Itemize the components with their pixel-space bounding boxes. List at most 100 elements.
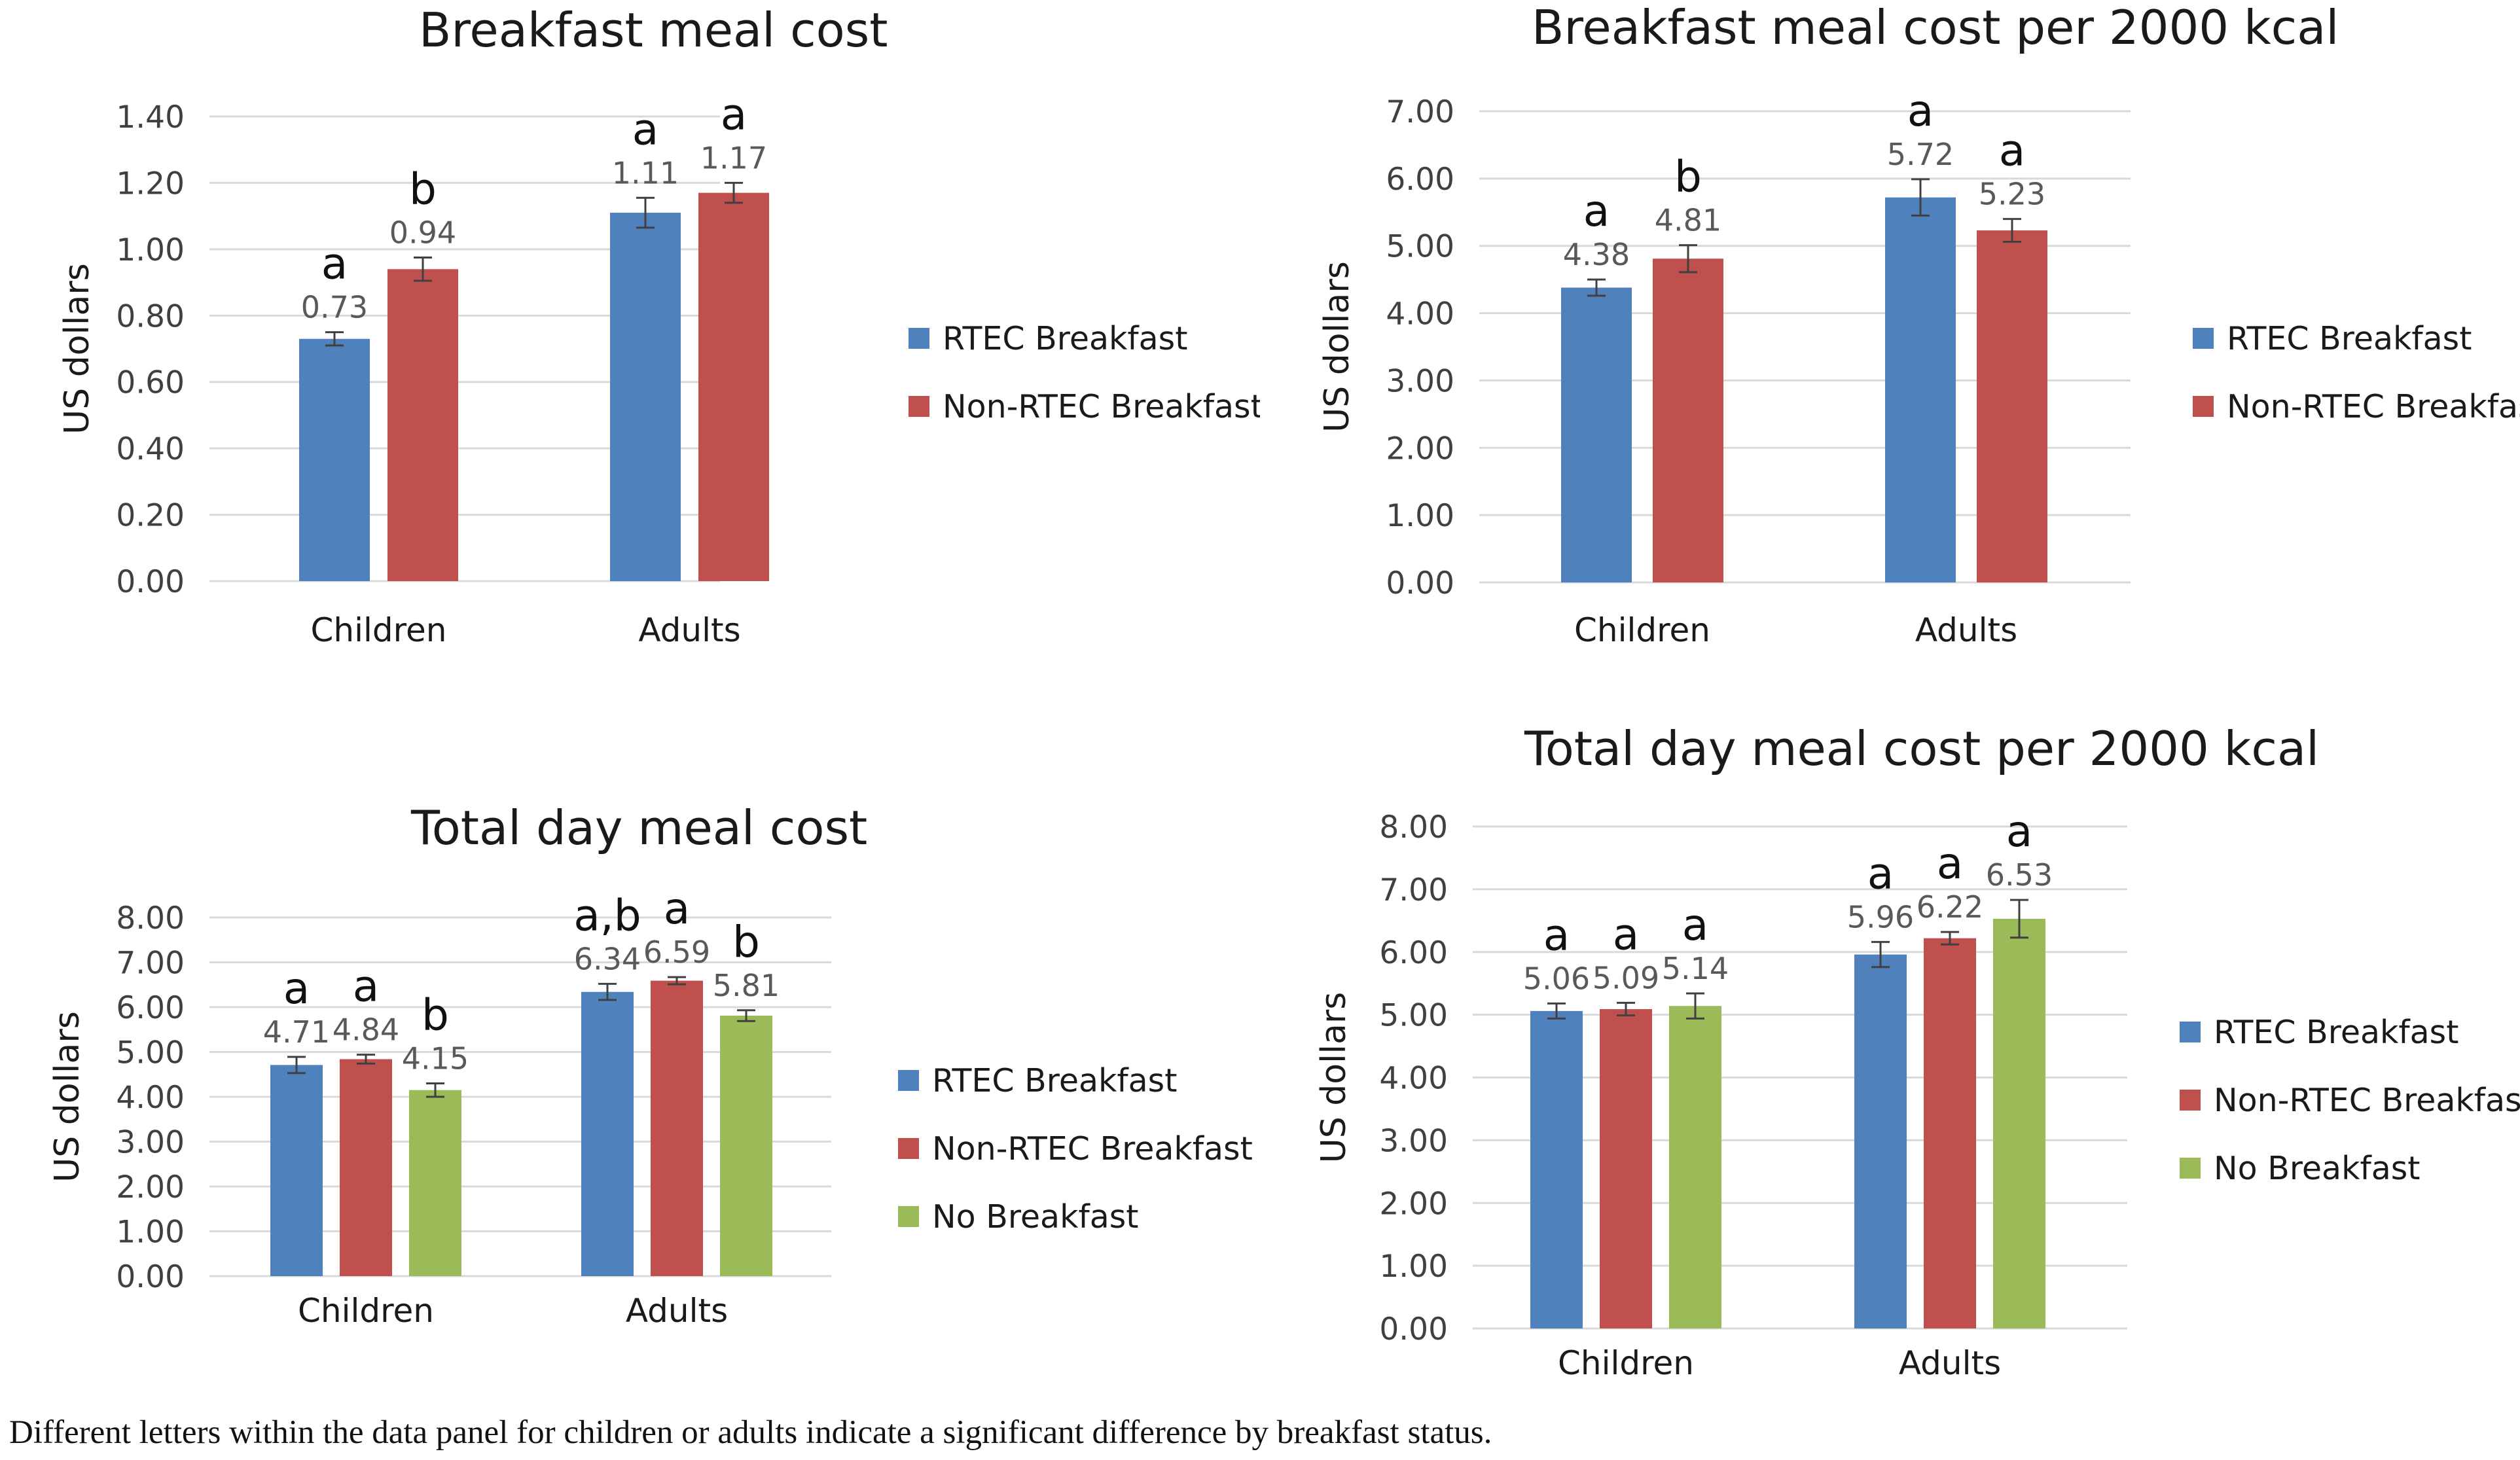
legend-label: No Breakfast: [932, 1198, 1138, 1236]
y-tick-label: 8.00: [116, 900, 185, 936]
chart-title: Total day meal cost per 2000 kcal: [1524, 721, 2320, 776]
legend-swatch-rtec-breakfast: [2193, 328, 2214, 349]
significance-letter: a: [283, 963, 310, 1014]
significance-letter: a: [1999, 126, 2025, 176]
significance-letter: a: [2006, 806, 2032, 857]
value-label: 4.81: [1655, 203, 1721, 238]
value-label: 5.14: [1662, 951, 1729, 986]
y-tick-label: 1.20: [116, 166, 185, 202]
legend-swatch-non-rtec-breakfast: [2193, 396, 2214, 417]
x-category-label: Adults: [1915, 611, 2017, 649]
y-tick-label: 1.40: [116, 99, 185, 135]
y-tick-label: 5.00: [1386, 229, 1454, 265]
y-tick-label: 2.00: [116, 1169, 185, 1205]
y-tick-label: 0.00: [116, 564, 185, 600]
y-tick-label: 0.00: [1379, 1311, 1448, 1347]
y-tick-label: 0.40: [116, 431, 185, 467]
legend-swatch-non-rtec-breakfast: [909, 396, 929, 417]
bar-non-rtec-breakfast-children: [1653, 258, 1723, 582]
bar-no-breakfast-children: [409, 1090, 461, 1276]
value-label: 4.15: [402, 1041, 469, 1076]
significance-letter: b: [1674, 152, 1702, 202]
chart-title: Total day meal cost: [411, 800, 868, 855]
bar-non-rtec-breakfast-children: [1600, 1008, 1652, 1328]
value-label: 5.23: [1979, 177, 2045, 212]
legend-swatch-no-breakfast: [2180, 1158, 2201, 1179]
significance-letter: a: [1907, 86, 1934, 136]
bar-non-rtec-breakfast-adults: [651, 980, 703, 1276]
value-label: 4.71: [263, 1014, 330, 1050]
y-axis-label: US dollars: [1314, 992, 1354, 1164]
value-label: 0.73: [301, 290, 368, 325]
y-tick-label: 6.00: [116, 990, 185, 1026]
value-label: 4.38: [1563, 237, 1630, 272]
chart-plot-total-day-meal-cost: 0.00 1.00 2.00 3.00 4.00 5.00 6.00 7.00 8.00 US d…: [48, 883, 1253, 1330]
legend-swatch-rtec-breakfast: [909, 328, 929, 349]
legend-label: RTEC Breakfast: [2227, 320, 2472, 357]
y-tick-label: 0.80: [116, 298, 185, 334]
y-tick-label: 0.00: [1386, 565, 1454, 601]
y-tick-label: 2.00: [1386, 431, 1454, 467]
bar-non-rtec-breakfast-adults: [1924, 938, 1976, 1328]
y-tick-label: 4.00: [116, 1080, 185, 1116]
significance-letter: a: [1682, 900, 1708, 950]
significance-letter: a: [1583, 186, 1610, 236]
chart-plot-breakfast-meal-cost: 0.00 0.20 0.40 0.60 0.80 1.00 1.20 1.40 US dolla…: [58, 89, 1260, 649]
value-label: 6.53: [1986, 857, 2053, 893]
y-tick-label: 6.00: [1386, 162, 1454, 198]
chart-breakfast-meal-cost-per-2000-kcal: Breakfast meal cost per 2000 kcal 0.00 1.…: [1260, 0, 2520, 707]
x-category-label: Adults: [1899, 1344, 2001, 1382]
legend-label: Non-RTEC Breakfast: [943, 388, 1260, 425]
y-tick-label: 7.00: [116, 946, 185, 982]
value-label: 1.17: [700, 140, 767, 175]
y-tick-label: 0.00: [116, 1259, 185, 1295]
bar-rtec-breakfast-children: [270, 1065, 323, 1276]
y-tick-label: 1.00: [1386, 498, 1454, 534]
x-category-label: Children: [1574, 611, 1710, 649]
bar-rtec-breakfast-adults: [581, 991, 634, 1276]
x-category-label: Adults: [638, 611, 740, 649]
bar-rtec-breakfast-adults: [610, 213, 681, 582]
value-label: 6.34: [574, 941, 641, 976]
significance-letter: b: [409, 164, 437, 215]
value-label: 1.11: [612, 155, 679, 190]
y-axis-label: US dollars: [1318, 261, 1357, 433]
value-label: 5.81: [713, 968, 780, 1003]
legend-label: No Breakfast: [2214, 1150, 2420, 1187]
bar-rtec-breakfast-children: [299, 338, 370, 581]
y-tick-label: 4.00: [1379, 1061, 1448, 1097]
y-tick-label: 3.00: [1386, 363, 1454, 399]
chart-total-day-meal-cost-per-2000-kcal: Total day meal cost per 2000 kcal 0.00 1.…: [1260, 707, 2520, 1414]
y-tick-label: 5.00: [1379, 998, 1448, 1034]
legend-label: Non-RTEC Breakfast: [932, 1130, 1253, 1167]
legend-swatch-no-breakfast: [898, 1206, 919, 1227]
value-label: 5.72: [1887, 137, 1954, 172]
y-tick-label: 7.00: [1379, 872, 1448, 908]
value-label: 5.06: [1523, 961, 1590, 996]
x-category-label: Children: [298, 1292, 434, 1330]
bar-rtec-breakfast-adults: [1885, 197, 1956, 583]
y-tick-label: 3.00: [116, 1125, 185, 1161]
bar-rtec-breakfast-children: [1530, 1010, 1583, 1328]
value-label: 5.09: [1593, 960, 1659, 995]
value-label: 5.96: [1847, 899, 1914, 935]
chart-title: Breakfast meal cost: [419, 3, 888, 58]
bar-non-rtec-breakfast-adults: [1977, 230, 2047, 582]
legend-label: Non-RTEC Breakfast: [2227, 388, 2520, 425]
y-tick-label: 0.60: [116, 365, 185, 401]
bar-no-breakfast-adults: [1993, 918, 2045, 1328]
y-axis-label: US dollars: [58, 263, 97, 435]
value-label: 4.84: [333, 1012, 399, 1048]
bar-no-breakfast-children: [1669, 1006, 1721, 1328]
legend-label: RTEC Breakfast: [2214, 1014, 2458, 1051]
x-category-label: Children: [310, 611, 446, 649]
significance-letter: a: [1937, 838, 1963, 889]
significance-letter: a: [1867, 848, 1894, 899]
chart-plot-total-day-meal-cost-per-2000-kcal: 0.00 1.00 2.00 3.00 4.00 5.00 6.00 7.00 8.00 US d…: [1314, 806, 2520, 1382]
significance-letter: a: [1613, 909, 1639, 959]
y-tick-label: 4.00: [1386, 296, 1454, 332]
significance-letter: b: [422, 989, 449, 1040]
bar-non-rtec-breakfast-children: [387, 269, 458, 581]
x-category-label: Adults: [626, 1292, 728, 1330]
y-tick-label: 7.00: [1386, 94, 1454, 130]
